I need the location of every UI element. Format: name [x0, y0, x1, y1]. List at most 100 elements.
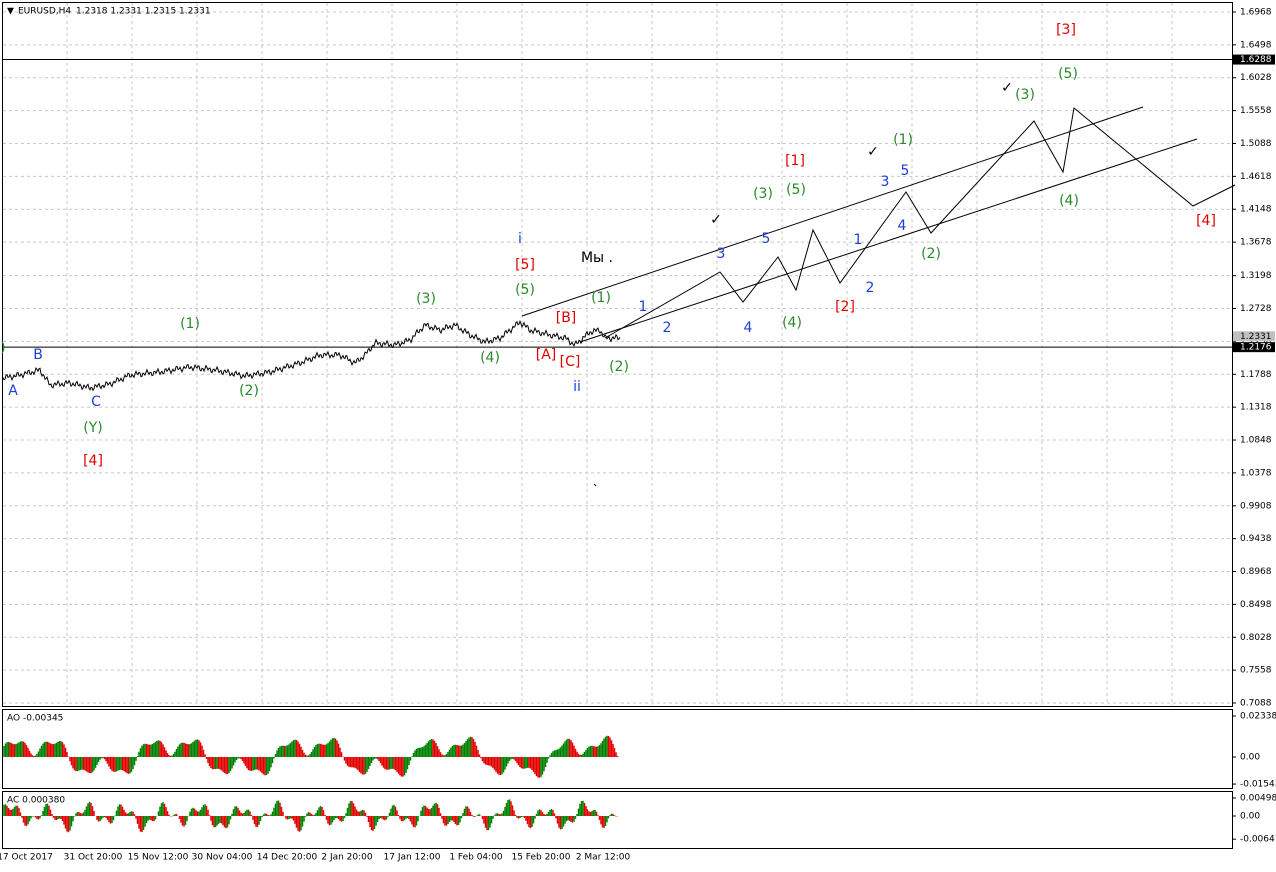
wave-label: 1 — [854, 232, 863, 248]
wave-label: 4 — [744, 320, 753, 336]
wave-label: ✓ — [1001, 80, 1013, 96]
price-tick-label: 1.6028 — [1240, 73, 1272, 83]
wave-label: 5 — [901, 163, 910, 179]
time-label: 1 Feb 04:00 — [449, 853, 503, 863]
wave-label: (Y) — [83, 420, 102, 436]
wave-label: [4] — [1196, 213, 1216, 229]
time-label: 14 Dec 20:00 — [257, 853, 318, 863]
price-tick-label: 1.2728 — [1240, 304, 1272, 314]
ao-frame — [2, 709, 1233, 789]
dynamic: 1.6968 1.6498 1.6028 1.5558 1.5088 1.4618 1.41… — [0, 8, 1276, 863]
wave-label: (4) — [480, 350, 500, 366]
wave-label: [1] — [785, 153, 805, 169]
price-tick-label: 1.5558 — [1240, 106, 1272, 116]
wave-label: ✓ — [710, 212, 722, 228]
ohlc: 1.2318 1.2331 1.2315 1.2331 — [76, 7, 211, 17]
price-tick-label: 1.4148 — [1240, 205, 1272, 215]
price-tick-label: 1.4618 — [1240, 172, 1272, 182]
price-tick-label: 1.1788 — [1240, 370, 1272, 380]
price-tick-label: 1.5088 — [1240, 139, 1272, 149]
price-tick-label: 0.9438 — [1240, 534, 1272, 544]
drawings — [521, 106, 1236, 487]
wave-label: [3] — [1056, 22, 1076, 38]
time-label: 30 Nov 04:00 — [192, 853, 253, 863]
wave-label: (3) — [1015, 87, 1035, 103]
price-tick-label: 1.3198 — [1240, 271, 1272, 281]
time-label: 15 Feb 20:00 — [511, 853, 570, 863]
wave-label: (4) — [1059, 193, 1079, 209]
price-tick-label: 1.3678 — [1240, 238, 1272, 248]
wave-label: 3 — [717, 246, 726, 262]
time-label: 2 Jan 20:00 — [321, 853, 373, 863]
wave-label: 3 — [881, 174, 890, 190]
wave-label: (3) — [753, 186, 773, 202]
wave-label: (3) — [416, 291, 436, 307]
level-label: 1.2176 — [1240, 343, 1272, 353]
price-tick-label: 1.2258 — [1240, 337, 1272, 347]
wave-label: 1 — [639, 299, 648, 315]
price-tick-label: 0.9908 — [1240, 501, 1272, 511]
price-tick-label: 0.7088 — [1240, 699, 1272, 709]
ao-label: AO -0.00345 — [7, 714, 63, 724]
channel-line — [521, 106, 1144, 317]
wave-label: Мы . — [581, 250, 613, 266]
wave-label: [A] — [536, 347, 557, 363]
symbol: EURUSD,H4 — [18, 7, 71, 17]
wave-label: (1) — [180, 316, 200, 332]
wave-label: i — [518, 231, 522, 247]
ao-tick-label: 0.02338 — [1240, 712, 1276, 722]
price-tick-label: 1.1318 — [1240, 403, 1272, 413]
wave-label: ) — [0, 340, 5, 356]
wave-label: (4) — [782, 315, 802, 331]
menu-arrow: ▼ — [7, 7, 14, 17]
wave-label: 2 — [663, 320, 672, 336]
wave-label: (1) — [591, 290, 611, 306]
wave-label: (5) — [1058, 66, 1078, 82]
current-box — [1233, 331, 1275, 342]
wave-label: (5) — [786, 182, 806, 198]
wave-label: 2 — [866, 280, 875, 296]
wave-label: C — [91, 394, 101, 410]
grid — [3, 3, 1232, 706]
wave-label: 4 — [898, 218, 907, 234]
wave-label: A — [8, 383, 18, 399]
ac-tick-label: -0.00641 — [1240, 835, 1276, 845]
wave-label: [B] — [556, 310, 577, 326]
ac-frame — [2, 791, 1233, 849]
time-label: 17 Oct 2017 — [0, 853, 53, 863]
ao-tick-label: 0.00 — [1240, 753, 1260, 763]
wave-label: (2) — [239, 383, 259, 399]
main-frame — [2, 2, 1233, 707]
price-tick-label: 1.0848 — [1240, 436, 1272, 446]
channel-line — [579, 138, 1198, 343]
wave-label: 5 — [762, 231, 771, 247]
wave-label: [2] — [835, 299, 855, 315]
ao-tick-label: -0.01543 — [1240, 780, 1276, 790]
wave-label: (2) — [609, 359, 629, 375]
ac-tick-label: 0.00 — [1240, 812, 1260, 822]
price-line — [2, 319, 621, 392]
time-label: 2 Mar 12:00 — [576, 853, 631, 863]
time-label: 17 Jan 12:00 — [384, 853, 441, 863]
price-tick-label: 1.0378 — [1240, 468, 1272, 478]
ac-tick-label: 0.00498 — [1240, 794, 1276, 804]
price-tick-label: 0.8028 — [1240, 633, 1272, 643]
level-box — [1233, 342, 1275, 353]
wave-label: (2) — [921, 246, 941, 262]
wave-label: ✓ — [867, 144, 879, 160]
current-price: 1.2331 — [1240, 332, 1272, 342]
wave-label: (1) — [893, 132, 913, 148]
wave-projection — [604, 107, 1236, 339]
price-tick-label: 1.6968 — [1240, 8, 1272, 18]
wave-label: [5] — [515, 257, 535, 273]
wave-label: [C] — [560, 354, 581, 370]
price-tick-label: 0.8968 — [1240, 567, 1272, 577]
ac-label: AC 0.000380 — [7, 796, 65, 806]
time-label: 15 Nov 12:00 — [128, 853, 189, 863]
price-tick-label: 0.8498 — [1240, 600, 1272, 610]
wave-label: [4] — [83, 453, 103, 469]
time-label: 31 Oct 20:00 — [64, 853, 123, 863]
